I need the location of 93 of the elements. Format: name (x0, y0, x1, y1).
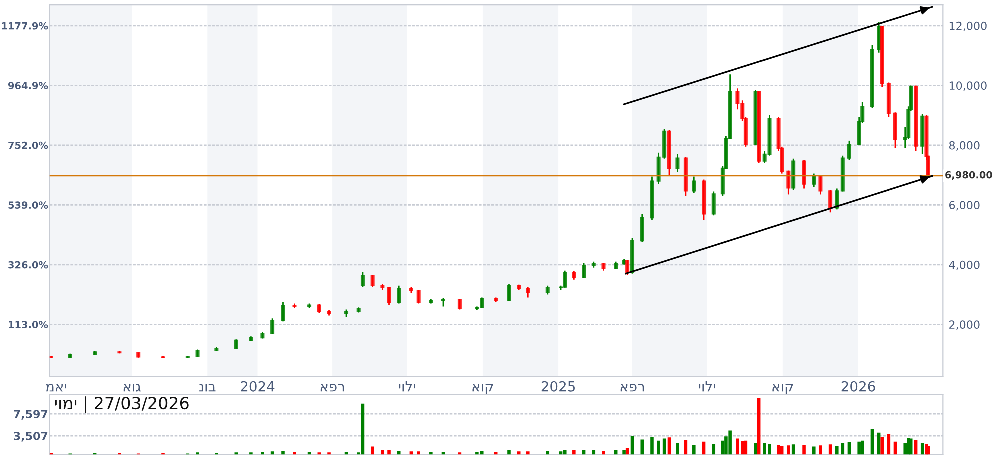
y2-tick-label: 964.9% (8, 82, 48, 90)
bar (640, 440, 644, 455)
candlestick (526, 286, 530, 298)
candlestick (582, 262, 586, 280)
bar (371, 446, 374, 455)
x-tick-label: אפר (620, 384, 644, 392)
annotation: יומי | 27/03/2026 (55, 396, 189, 414)
candlestick (802, 160, 806, 190)
bar (602, 451, 606, 455)
bar (780, 446, 784, 455)
x-tick-label: 2025 (542, 381, 576, 392)
candlestick (360, 272, 365, 288)
bar (802, 445, 806, 455)
y2-tick-label: 752.0% (8, 142, 48, 150)
bar (417, 452, 420, 455)
candlestick (387, 286, 392, 306)
y-tick-label: 3,507 (14, 432, 48, 442)
bar (293, 452, 296, 455)
ref-line-label: 6,980.00 (946, 171, 992, 180)
y-tick-label: 8,000 (949, 141, 980, 151)
bar (860, 440, 864, 455)
bar (712, 444, 716, 455)
bar (381, 450, 384, 455)
bar (572, 450, 576, 455)
x-tick-label: מאי (46, 384, 66, 392)
candlestick (563, 270, 568, 289)
x-tick-label: אוג (124, 384, 142, 392)
bar (676, 443, 680, 455)
bar (692, 445, 696, 455)
y2-tick-label: 1177.9% (2, 22, 48, 30)
candlestick (397, 285, 402, 304)
bar (662, 438, 666, 455)
bar (397, 451, 401, 455)
x-tick-label: נוב (200, 384, 216, 392)
y-tick-label: 2,000 (950, 320, 980, 330)
candlestick (712, 191, 716, 216)
bar (430, 452, 433, 455)
y-tick-label: 6,000 (949, 201, 980, 211)
x-tick-label: יולי (699, 382, 716, 392)
y-tick-label: 12,000 (950, 22, 987, 32)
y-tick-label: 10,000 (950, 82, 987, 92)
bar (657, 440, 660, 455)
candlestick (847, 140, 852, 162)
bar (592, 450, 596, 455)
bar (754, 443, 758, 455)
bar (909, 438, 913, 455)
x-tick-label: אוק (472, 384, 494, 395)
bar (622, 450, 626, 455)
bar (870, 429, 874, 455)
candlestick (234, 338, 238, 350)
candlestick (676, 154, 680, 174)
bar (828, 444, 832, 455)
bar (836, 446, 839, 455)
candlestick (835, 188, 840, 210)
x-tick-label: 2024 (241, 381, 275, 392)
y-tick-label: 7,597 (14, 410, 48, 420)
bar (282, 451, 285, 455)
bar (920, 443, 924, 455)
x-tick-label: אוק (772, 384, 794, 395)
bar (787, 446, 790, 455)
bar (388, 450, 391, 455)
bar (880, 437, 884, 455)
bar (563, 450, 567, 455)
x-tick-label: 2026 (842, 381, 876, 392)
bar (630, 436, 634, 455)
bar (777, 445, 780, 455)
candlestick (626, 260, 630, 276)
bar (261, 452, 264, 455)
candlestick (270, 318, 275, 335)
candlestick (818, 174, 823, 196)
candlestick (812, 173, 816, 188)
candlestick (828, 190, 833, 214)
y2-tick-label: 113.0% (9, 321, 48, 328)
bar (526, 452, 530, 455)
bar (812, 446, 816, 455)
bar (757, 398, 761, 455)
candlestick (692, 176, 696, 194)
y-tick-label: 4,000 (949, 260, 980, 270)
x-tick-label: יולי (399, 382, 416, 392)
candlestick (640, 213, 644, 244)
bar (650, 437, 654, 455)
bar (858, 442, 861, 455)
bar (361, 404, 365, 455)
bar (546, 451, 550, 455)
y2-tick-label: 326.0% (8, 261, 48, 269)
bar (819, 446, 822, 455)
bar (508, 450, 511, 455)
bar (668, 438, 672, 455)
x-tick-label: אפר (320, 384, 344, 392)
bar (792, 444, 796, 455)
y2-tick-label: 539.0% (8, 202, 48, 209)
bar (887, 434, 891, 455)
bar (728, 430, 732, 455)
